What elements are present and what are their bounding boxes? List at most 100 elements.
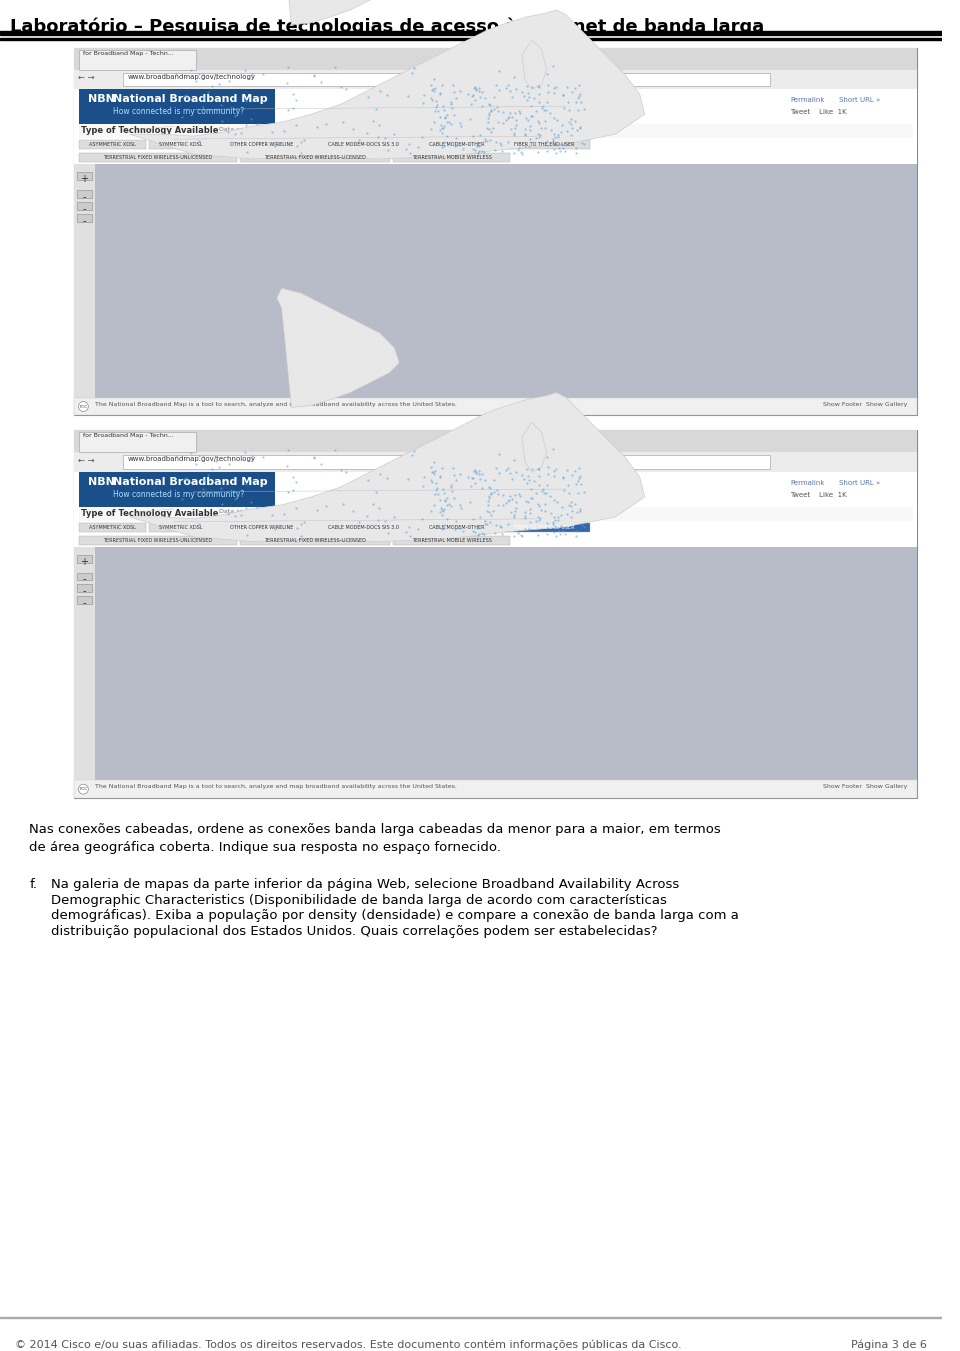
Point [465,467,480,489]
Point [444,93,459,115]
Point [480,494,495,516]
Point [545,438,561,459]
Point [498,459,514,481]
Point [474,141,490,162]
Point [546,123,562,145]
Point [479,118,494,139]
Point [539,482,554,504]
Bar [0,38,942,39]
Point [495,494,511,516]
Point [461,132,476,154]
Point [517,501,533,523]
Point [482,128,497,150]
Point [564,81,580,103]
Point [519,89,535,111]
Point [483,504,498,526]
Point [499,109,515,131]
Point [502,485,517,507]
Text: TERRESTRIAL FIXED WIRELESS-LICENSED: TERRESTRIAL FIXED WIRELESS-LICENSED [264,155,366,159]
Text: FIBER TO THE END USER: FIBER TO THE END USER [514,142,574,147]
Point [521,135,537,157]
Point [573,91,588,112]
Point [264,122,279,143]
Point [449,517,465,539]
Point [480,489,495,511]
Text: Permalink: Permalink [790,97,825,104]
Bar [79,89,275,124]
Point [520,82,536,104]
Point [426,69,442,91]
Point [468,462,484,484]
Point [552,523,567,544]
Point [537,111,552,132]
Point [201,81,216,103]
Point [574,515,589,536]
Point [568,473,584,494]
Point [561,92,576,113]
Point [228,488,243,509]
Point [515,143,530,165]
Point [296,512,311,534]
Point [427,100,443,122]
Point [490,96,505,118]
Point [484,100,499,122]
Point [179,467,194,489]
Point [233,504,249,526]
Point [184,119,200,141]
Point [436,482,451,504]
Point [288,471,303,493]
Point [466,138,481,159]
Text: ASYMMETRIC XDSL: ASYMMETRIC XDSL [89,142,135,147]
Point [546,107,562,128]
Point [239,524,254,546]
Point [494,141,510,162]
Point [539,134,554,155]
Point [366,111,381,132]
Point [469,517,485,539]
Point [386,123,401,145]
Point [432,466,447,488]
Point [512,103,527,124]
Text: Data as of: 06/30/12: Data as of: 06/30/12 [219,126,282,131]
Point [440,508,455,530]
Point [422,501,438,523]
Point [402,143,418,165]
Point [398,139,414,161]
Point [518,490,534,512]
Point [522,128,538,150]
Text: CABLE MODEM-DOCS SIS 3.0: CABLE MODEM-DOCS SIS 3.0 [328,524,399,530]
Bar [497,523,590,532]
Point [445,457,461,478]
Bar [74,471,918,798]
Point [568,526,584,547]
Point [506,124,521,146]
Point [471,459,487,481]
Point [564,113,579,135]
Point [540,74,556,96]
Point [571,74,587,96]
Point [553,504,568,526]
Bar [77,573,92,581]
Point [437,134,452,155]
Point [569,119,585,141]
Text: TERRESTRIAL MOBILE WIRELESS: TERRESTRIAL MOBILE WIRELESS [412,155,492,159]
Point [448,86,464,108]
Point [400,85,416,107]
Point [222,70,237,92]
Point [545,55,561,77]
Point [562,494,577,516]
Point [511,138,526,159]
Point [444,496,459,517]
Text: National Broadband Map: National Broadband Map [113,95,268,104]
Point [550,124,565,146]
Point [532,82,547,104]
Point [492,462,507,484]
Point [213,95,228,116]
Text: Type of Technology Available: Type of Technology Available [82,509,219,517]
Point [480,107,495,128]
Text: TERRESTRIAL FIXED WIRELESS-LICENSED: TERRESTRIAL FIXED WIRELESS-LICENSED [264,538,366,543]
Point [550,507,565,528]
Point [554,132,569,154]
Point [535,478,550,500]
Point [285,466,300,488]
